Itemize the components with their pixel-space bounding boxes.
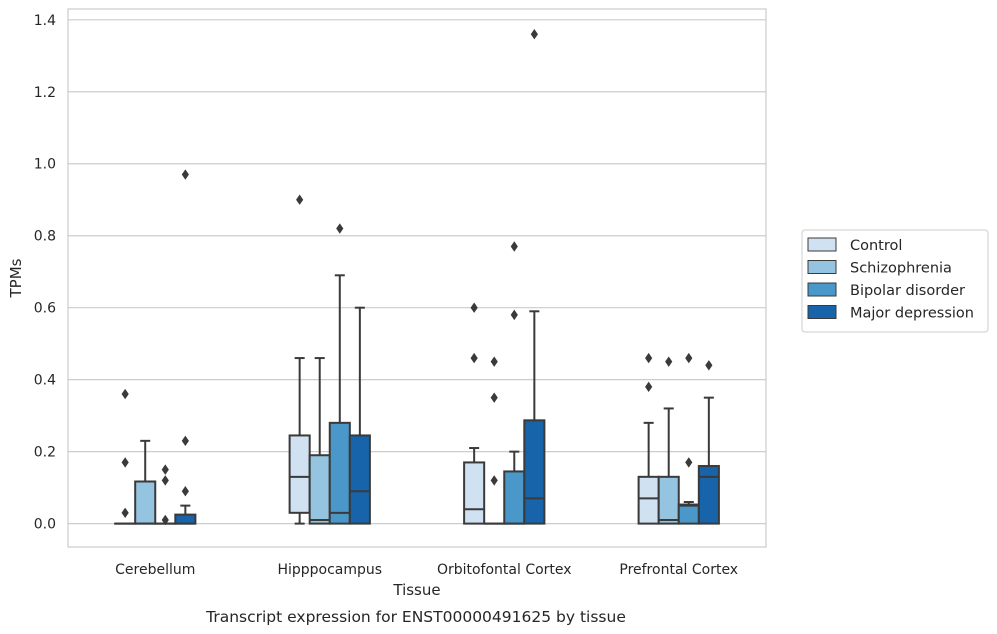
x-tick-label: Cerebellum (115, 562, 195, 578)
y-tick-label: 1.4 (34, 13, 56, 29)
outlier-point (490, 392, 498, 403)
box (523, 419, 546, 525)
box (328, 421, 351, 525)
box (348, 434, 371, 525)
box-group (154, 464, 177, 526)
outlier-point (685, 352, 693, 364)
outlier-point (705, 360, 713, 371)
outlier-point (510, 309, 518, 321)
box-group (657, 356, 680, 525)
outlier-point (121, 388, 129, 400)
legend-label: Control (850, 238, 902, 254)
chart-caption: Transcript expression for ENST0000049162… (205, 608, 626, 626)
box (134, 480, 157, 525)
y-axis-label: TPMs (7, 258, 25, 298)
box-group (483, 356, 506, 525)
y-tick-label: 0.8 (34, 229, 56, 245)
legend-swatch (807, 260, 837, 274)
box-group (114, 388, 137, 525)
outlier-point (336, 223, 344, 234)
box-group (463, 302, 486, 525)
outlier-point (181, 435, 189, 447)
box-group (677, 352, 700, 525)
box-group (697, 360, 720, 525)
outlier-point (470, 352, 478, 364)
outlier-point (530, 28, 538, 40)
outlier-point (121, 457, 129, 468)
box (174, 513, 197, 525)
x-tick-labels: Cerebellum Hipppocampus Orbitofontal Corte… (115, 562, 738, 578)
y-tick-label: 1.0 (34, 157, 56, 173)
legend-swatch (807, 282, 837, 297)
box (637, 475, 660, 525)
outlier-point (161, 464, 169, 475)
box-group (308, 357, 331, 525)
box-group (348, 306, 371, 525)
plot-frame (67, 8, 767, 548)
legend: Control Schizophrenia Bipolar disorder Majo… (801, 229, 989, 333)
x-tick-label: Orbitofontal Cortex (437, 562, 572, 578)
legend-swatch (807, 237, 837, 252)
outlier-point (645, 352, 653, 364)
grid-lines (68, 19, 766, 525)
outlier-point (490, 356, 498, 367)
y-tick-labels: 0.0 0.2 0.4 0.6 0.8 1.0 1.2 1.4 (34, 13, 56, 533)
box-group (637, 352, 660, 525)
legend-label: Major depression (850, 306, 974, 322)
x-tick-label: Prefrontal Cortex (619, 562, 738, 578)
outlier-point (685, 457, 693, 468)
y-tick-label: 0.0 (34, 517, 56, 533)
legend-label: Bipolar disorder (850, 283, 965, 299)
outlier-point (161, 475, 169, 486)
box-layer (114, 28, 720, 526)
outlier-point (161, 514, 169, 526)
y-tick-label: 0.6 (34, 301, 56, 317)
outlier-point (121, 507, 129, 519)
y-tick-label: 0.4 (34, 373, 56, 389)
legend-label: Schizophrenia (850, 261, 952, 277)
box-group (523, 28, 546, 525)
box (288, 434, 311, 514)
outlier-point (665, 356, 673, 367)
x-tick-label: Hipppocampus (277, 562, 382, 578)
box-group (503, 241, 526, 525)
outlier-point (470, 302, 478, 313)
box-group (174, 169, 197, 525)
outlier-point (510, 241, 518, 252)
outlier-point (645, 381, 653, 393)
outlier-point (296, 194, 304, 205)
x-axis-label: Tissue (392, 581, 440, 599)
box-group (288, 194, 311, 525)
legend-frame (801, 229, 989, 333)
box (657, 475, 680, 525)
box (308, 454, 331, 525)
box (503, 470, 526, 525)
outlier-point (181, 169, 189, 180)
box-group (134, 439, 157, 525)
y-tick-label: 0.2 (34, 445, 56, 461)
outlier-point (490, 475, 498, 486)
box-group (328, 223, 351, 525)
box (677, 503, 700, 525)
legend-swatch (807, 305, 837, 319)
box (697, 465, 720, 525)
box (463, 461, 486, 525)
y-tick-label: 1.2 (34, 85, 56, 101)
outlier-point (181, 486, 189, 497)
